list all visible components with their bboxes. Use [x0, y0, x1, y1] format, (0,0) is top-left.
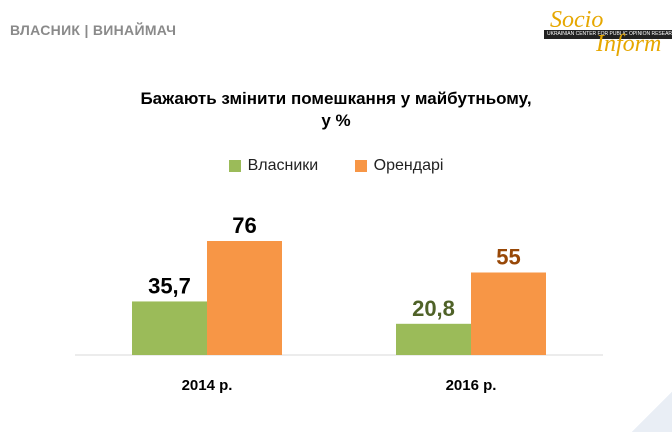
legend-swatch-renters	[354, 160, 367, 172]
chart-title-line: Бажають змінити помешкання у майбутньому…	[140, 89, 532, 108]
data-label-owners-1: 20,8	[412, 296, 455, 321]
logo-tagline: UKRAINIAN CENTER FOR PUBLIC OPINION RESE…	[544, 30, 672, 39]
logo-text-socio: Socio	[550, 7, 604, 33]
chart-subtitle: у %	[321, 111, 351, 130]
socioinform-logo: Socio UKRAINIAN CENTER FOR PUBLIC OPINIO…	[538, 7, 672, 57]
x-tick-label-0: 2014 р.	[182, 377, 233, 394]
data-label-owners-0: 35,7	[148, 273, 191, 298]
bar-owners-0	[132, 301, 207, 355]
bar-renters-1	[471, 272, 546, 355]
chart-legend: Власники Орендарі	[0, 157, 672, 177]
x-tick-label-1: 2016 р.	[446, 377, 497, 394]
bar-renters-0	[207, 241, 282, 355]
legend-item-owners: Власники	[228, 157, 319, 175]
bar-owners-1	[396, 323, 471, 355]
chart-title: Бажають змінити помешкання у майбутньому…	[0, 88, 672, 132]
legend-label-owners: Власники	[247, 157, 319, 174]
legend-item-renters: Орендарі	[354, 157, 444, 175]
data-label-renters-1: 55	[496, 245, 520, 270]
data-label-renters-0: 76	[232, 213, 256, 238]
legend-swatch-owners	[228, 160, 241, 172]
logo-text-inform: Inform	[596, 31, 662, 57]
corner-decoration	[632, 392, 672, 432]
legend-label-renters: Орендарі	[373, 157, 444, 174]
header-label: ВЛАСНИК | ВИНАЙМАЧ	[10, 22, 177, 38]
